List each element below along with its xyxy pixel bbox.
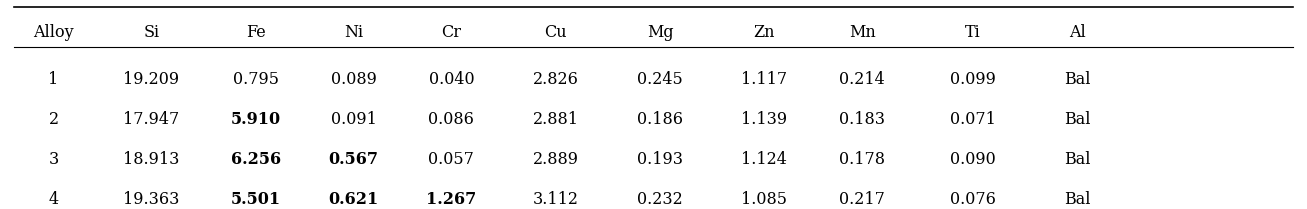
- Text: Al: Al: [1069, 24, 1086, 41]
- Text: 5.501: 5.501: [230, 191, 281, 208]
- Text: 0.076: 0.076: [950, 191, 996, 208]
- Text: Zn: Zn: [754, 24, 775, 41]
- Text: 5.910: 5.910: [230, 111, 281, 128]
- Text: 1.085: 1.085: [741, 191, 787, 208]
- Text: 0.091: 0.091: [331, 111, 376, 128]
- Text: Bal: Bal: [1064, 191, 1090, 208]
- Text: Bal: Bal: [1064, 151, 1090, 168]
- Text: Cu: Cu: [545, 24, 567, 41]
- Text: Mg: Mg: [647, 24, 673, 41]
- Text: 0.217: 0.217: [839, 191, 885, 208]
- Text: 0.567: 0.567: [328, 151, 379, 168]
- Text: Ti: Ti: [965, 24, 982, 41]
- Text: 3.112: 3.112: [533, 191, 579, 208]
- Text: 1.267: 1.267: [426, 191, 477, 208]
- Text: 2: 2: [48, 111, 59, 128]
- Text: 19.209: 19.209: [123, 71, 179, 88]
- Text: Si: Si: [144, 24, 159, 41]
- Text: Bal: Bal: [1064, 111, 1090, 128]
- Text: 0.245: 0.245: [637, 71, 682, 88]
- Text: 0.186: 0.186: [637, 111, 684, 128]
- Text: Mn: Mn: [848, 24, 876, 41]
- Text: 0.090: 0.090: [950, 151, 996, 168]
- Text: Ni: Ni: [344, 24, 363, 41]
- Text: 1.139: 1.139: [741, 111, 787, 128]
- Text: 0.071: 0.071: [950, 111, 996, 128]
- Text: 2.889: 2.889: [533, 151, 579, 168]
- Text: 0.057: 0.057: [429, 151, 474, 168]
- Text: 0.183: 0.183: [839, 111, 885, 128]
- Text: 19.363: 19.363: [123, 191, 179, 208]
- Text: 0.232: 0.232: [637, 191, 682, 208]
- Text: 0.099: 0.099: [950, 71, 996, 88]
- Text: 1.124: 1.124: [741, 151, 787, 168]
- Text: 0.214: 0.214: [839, 71, 885, 88]
- Text: 18.913: 18.913: [123, 151, 179, 168]
- Text: 0.089: 0.089: [331, 71, 376, 88]
- Text: Alloy: Alloy: [33, 24, 74, 41]
- Text: 1: 1: [48, 71, 59, 88]
- Text: 0.193: 0.193: [637, 151, 684, 168]
- Text: 0.178: 0.178: [839, 151, 885, 168]
- Text: 2.881: 2.881: [533, 111, 579, 128]
- Text: 0.621: 0.621: [328, 191, 379, 208]
- Text: Bal: Bal: [1064, 71, 1090, 88]
- Text: 0.795: 0.795: [233, 71, 278, 88]
- Text: 0.040: 0.040: [429, 71, 474, 88]
- Text: Fe: Fe: [246, 24, 265, 41]
- Text: 2.826: 2.826: [533, 71, 579, 88]
- Text: 17.947: 17.947: [123, 111, 179, 128]
- Text: Cr: Cr: [442, 24, 461, 41]
- Text: 0.086: 0.086: [429, 111, 474, 128]
- Text: 1.117: 1.117: [741, 71, 787, 88]
- Text: 3: 3: [48, 151, 59, 168]
- Text: 4: 4: [48, 191, 59, 208]
- Text: 6.256: 6.256: [230, 151, 281, 168]
